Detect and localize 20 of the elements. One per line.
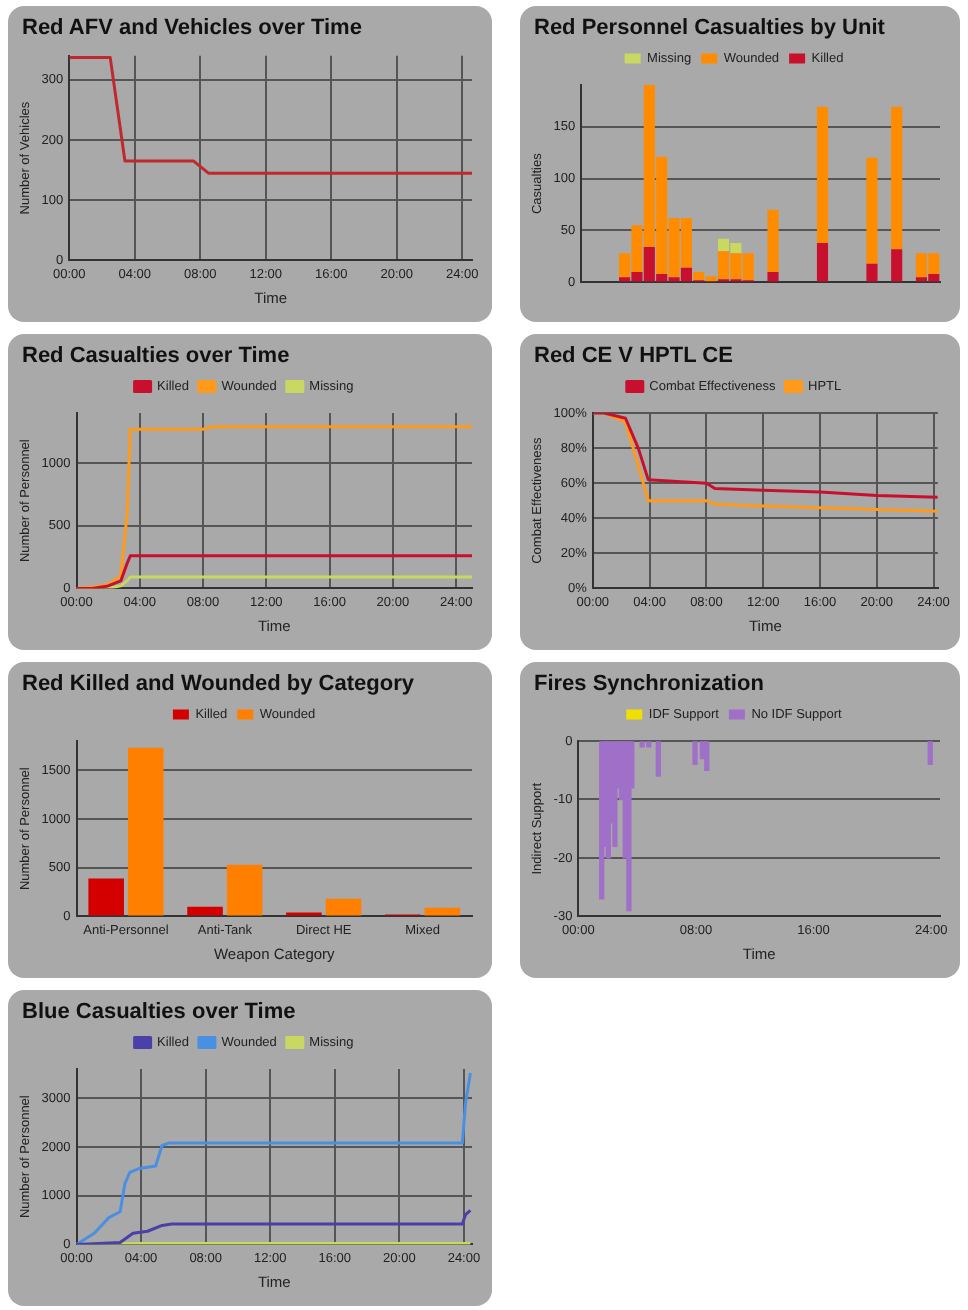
chart-title: Red Casualties over Time [20, 342, 292, 370]
bar [88, 878, 124, 916]
chart-title: Blue Casualties over Time [20, 998, 298, 1026]
bar [767, 209, 779, 273]
chart-title: Red AFV and Vehicles over Time [20, 14, 364, 42]
chart-title: Red Personnel Casualties by Unit [532, 14, 887, 42]
bar [226, 864, 263, 916]
chart-title: Red CE V HPTL CE [532, 342, 735, 370]
bar [816, 242, 829, 282]
bar [187, 906, 223, 916]
bar [816, 106, 829, 243]
bar [127, 747, 164, 916]
chart-title: Red Killed and Wounded by Category [20, 670, 416, 698]
bar [866, 157, 878, 264]
bar [767, 272, 779, 282]
chart-title: Fires Synchronization [532, 670, 766, 698]
bar [325, 898, 362, 916]
bar [866, 263, 878, 282]
bar [891, 249, 903, 282]
bar [891, 106, 903, 250]
